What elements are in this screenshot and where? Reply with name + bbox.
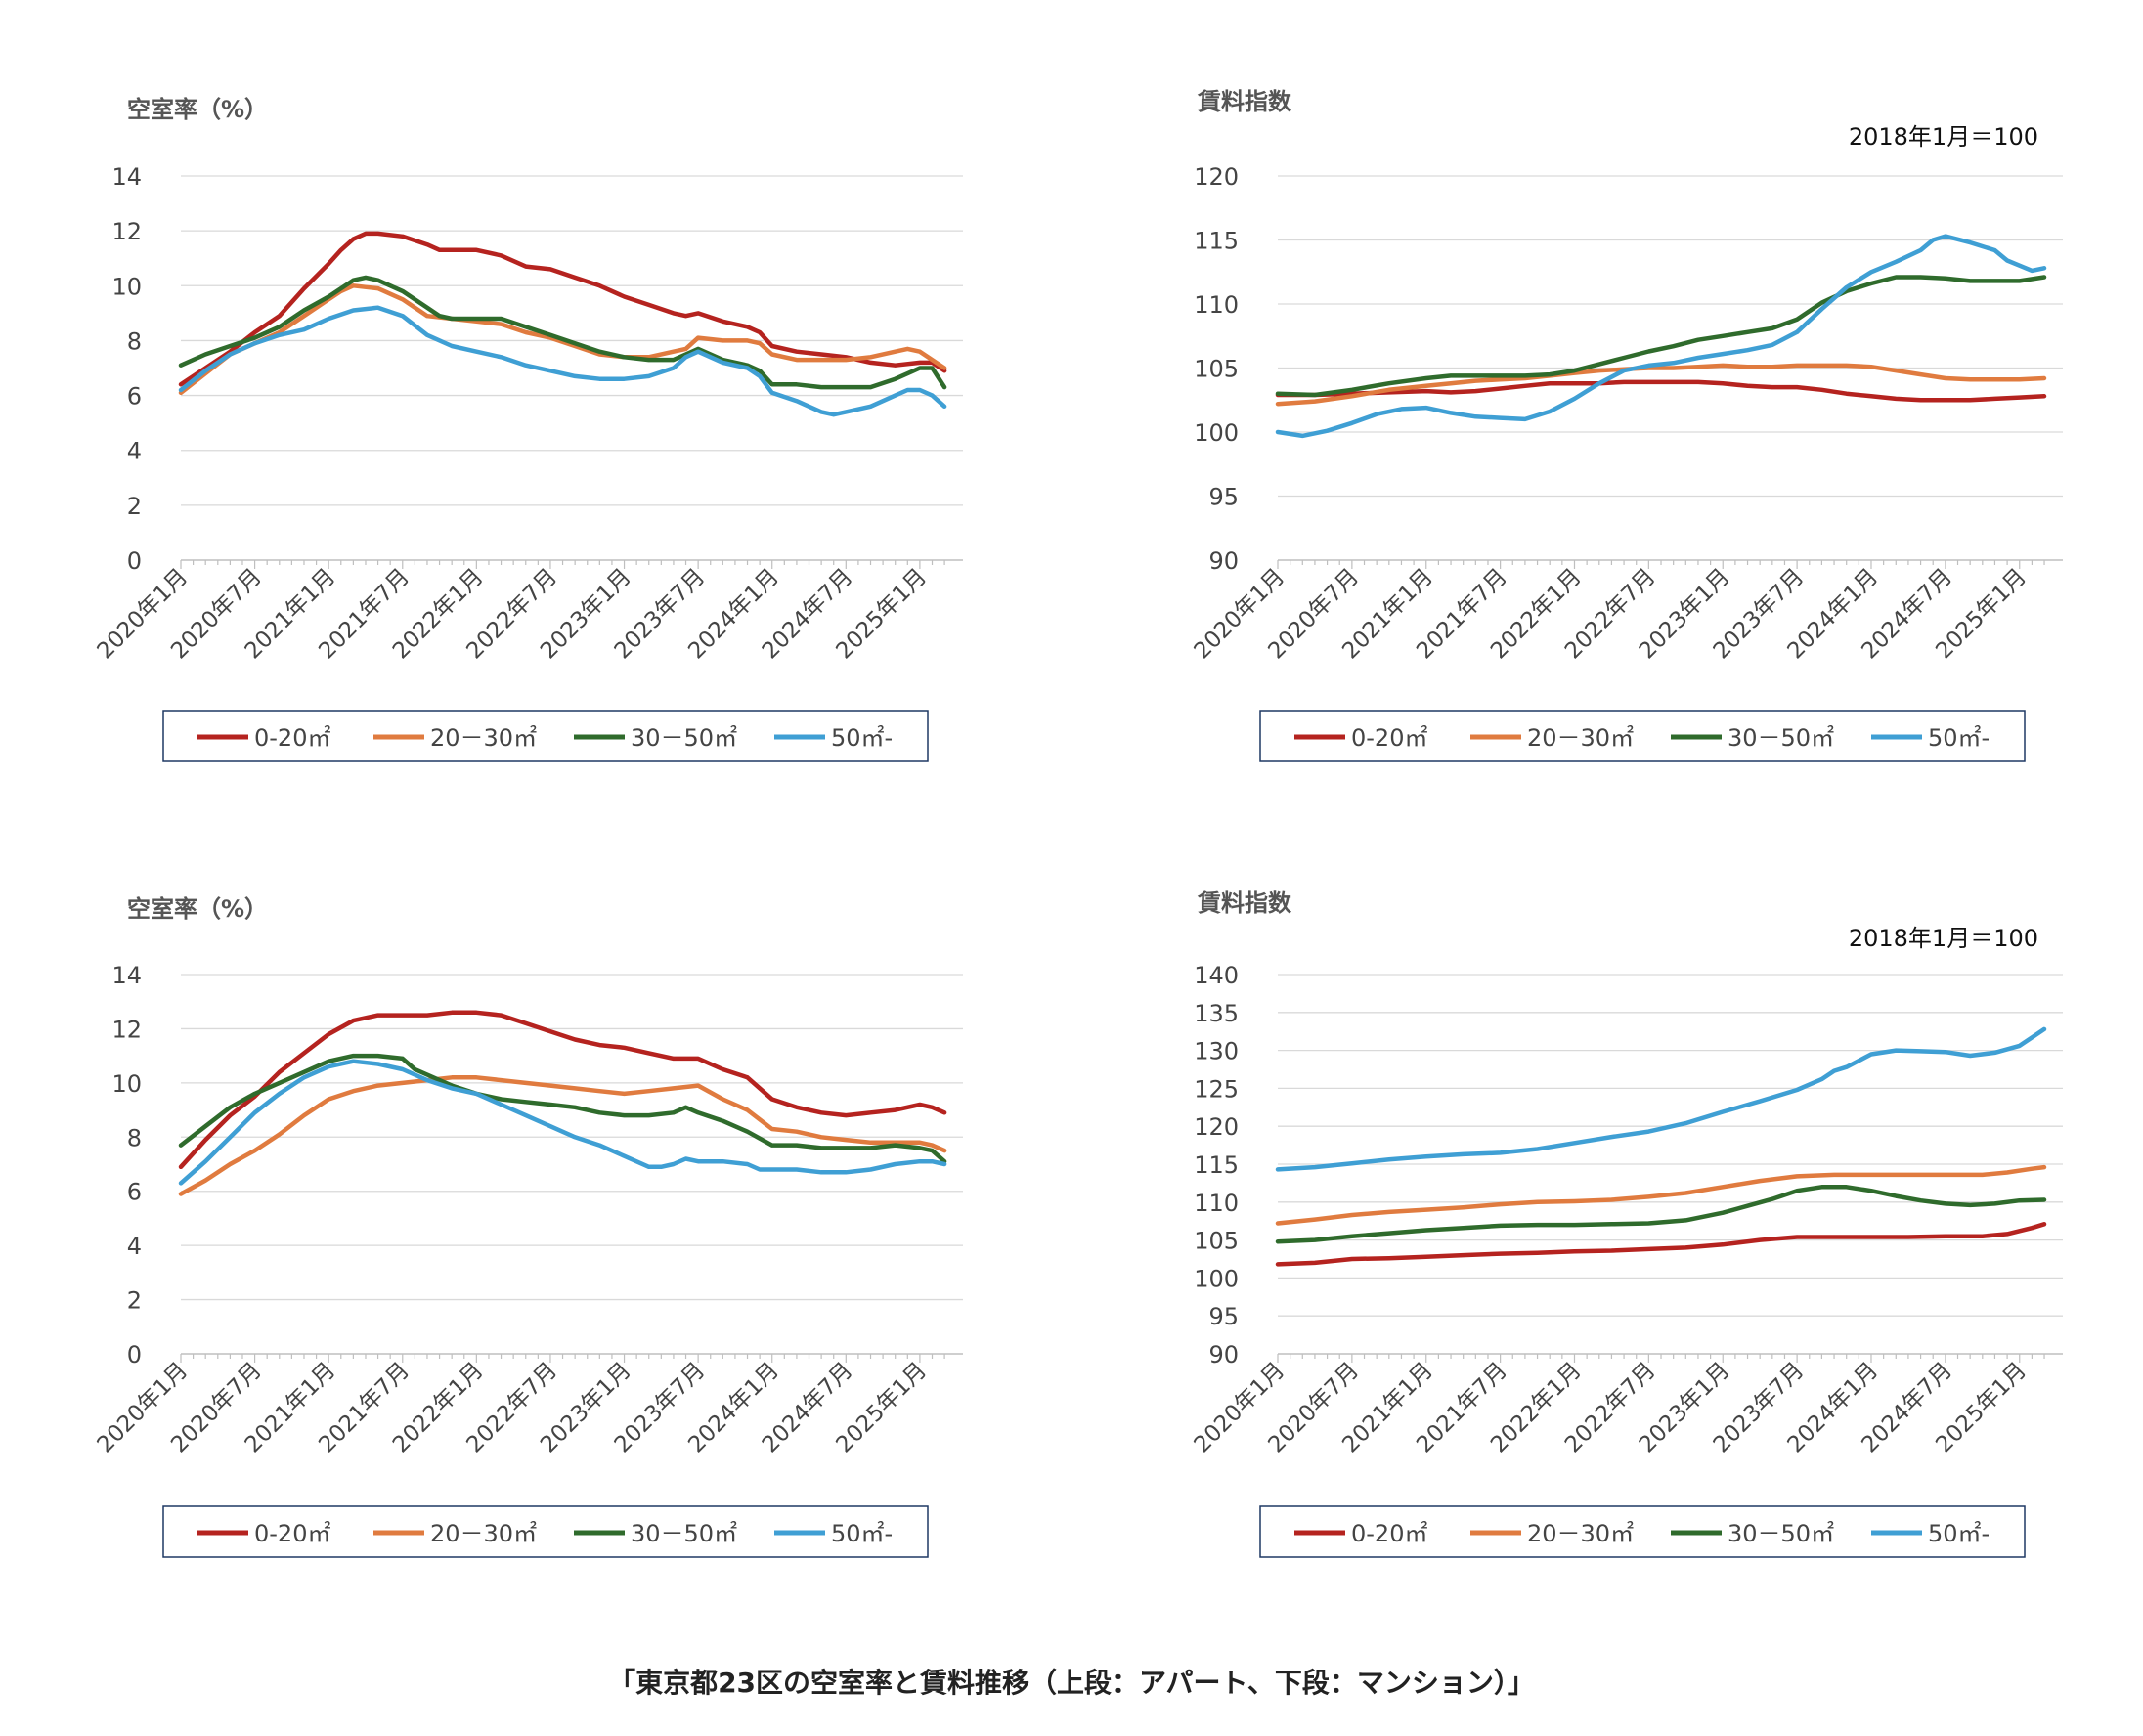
y-tick-label: 125 — [1194, 1075, 1239, 1103]
legend-label: 20－30㎡ — [1527, 724, 1634, 752]
legend: 0-20㎡ 20－30㎡ 30－50㎡ 50㎡- — [1259, 710, 2026, 762]
y-tick-label: 130 — [1194, 1038, 1239, 1065]
y-tick-label: 95 — [1208, 1303, 1239, 1330]
series-line-3 — [1275, 275, 2047, 398]
chart-mansion-vacancy: 空室率（%）024681012142020年1月2020年7月2021年1月20… — [93, 895, 963, 1558]
y-tick-label: 14 — [111, 163, 142, 191]
legend-label: 0-20㎡ — [1351, 724, 1427, 752]
y-tick-label: 115 — [1194, 228, 1239, 255]
legend-label: 30－50㎡ — [1728, 724, 1834, 752]
series-line-1 — [178, 231, 947, 387]
y-tick-label: 120 — [1194, 163, 1239, 191]
series-line-4 — [178, 305, 947, 417]
series-line-2 — [178, 283, 947, 396]
chart-title: 賃料指数 — [1197, 88, 1292, 115]
y-tick-label: 4 — [127, 438, 142, 465]
series-line-1 — [1275, 379, 2047, 403]
series-line-2 — [1275, 363, 2047, 407]
figure-caption: 「東京都23区の空室率と賃料推移（上段：アパート、下段：マンション）」 — [608, 1667, 1535, 1699]
y-tick-label: 110 — [1194, 1190, 1239, 1217]
series-line-2 — [1275, 1164, 2047, 1226]
chart-title: 賃料指数 — [1197, 890, 1292, 917]
series-line-3 — [178, 1053, 947, 1164]
chart-title: 空室率（%） — [127, 895, 268, 923]
legend-label: 0-20㎡ — [254, 1520, 330, 1547]
y-tick-label: 4 — [127, 1233, 142, 1260]
series-line-1 — [1275, 1222, 2047, 1267]
legend-label: 20－30㎡ — [430, 724, 537, 752]
series-line-1 — [178, 1010, 947, 1170]
legend: 0-20㎡ 20－30㎡ 30－50㎡ 50㎡- — [162, 1505, 929, 1558]
legend-label: 0-20㎡ — [1351, 1520, 1427, 1547]
y-tick-label: 12 — [111, 218, 142, 245]
series-line-3 — [1275, 1185, 2047, 1244]
y-tick-label: 90 — [1208, 1341, 1239, 1368]
series-line-4 — [1275, 234, 2047, 439]
series-line-4 — [1275, 1026, 2047, 1172]
y-tick-label: 14 — [111, 962, 142, 989]
y-tick-label: 8 — [127, 327, 142, 355]
y-tick-label: 10 — [111, 1070, 142, 1098]
y-tick-label: 135 — [1194, 1000, 1239, 1027]
legend-label: 20－30㎡ — [1527, 1520, 1634, 1547]
legend-label: 30－50㎡ — [631, 724, 737, 752]
series-line-2 — [178, 1075, 947, 1196]
y-tick-label: 105 — [1194, 356, 1239, 383]
y-tick-label: 90 — [1208, 547, 1239, 575]
legend-label: 50㎡- — [1928, 724, 1990, 752]
y-tick-label: 100 — [1194, 1265, 1239, 1292]
y-tick-label: 140 — [1194, 962, 1239, 989]
y-tick-label: 10 — [111, 273, 142, 300]
legend-label: 30－50㎡ — [631, 1520, 737, 1547]
legend-label: 50㎡- — [831, 1520, 893, 1547]
series-line-4 — [178, 1059, 947, 1186]
chart-note: 2018年1月＝100 — [1849, 123, 2038, 151]
y-tick-label: 2 — [127, 493, 142, 520]
y-tick-label: 0 — [127, 547, 142, 575]
legend-label: 50㎡- — [831, 724, 893, 752]
y-tick-label: 6 — [127, 383, 142, 411]
legend-label: 50㎡- — [1928, 1520, 1990, 1547]
y-tick-label: 95 — [1208, 484, 1239, 511]
y-tick-label: 6 — [127, 1179, 142, 1206]
y-tick-label: 8 — [127, 1124, 142, 1151]
chart-title: 空室率（%） — [127, 96, 268, 123]
chart-apt-vacancy: 空室率（%）024681012142020年1月2020年7月2021年1月20… — [93, 96, 963, 762]
legend-label: 20－30㎡ — [430, 1520, 537, 1547]
y-tick-label: 2 — [127, 1287, 142, 1315]
chart-apt-rent: 賃料指数2018年1月＝10090951001051101151202020年1… — [1190, 88, 2063, 762]
y-tick-label: 115 — [1194, 1151, 1239, 1179]
y-tick-label: 100 — [1194, 419, 1239, 447]
y-tick-label: 110 — [1194, 291, 1239, 319]
chart-mansion-rent: 賃料指数 2018年1月＝100 90 95 100 105 110 115 120 125 130… — [1190, 890, 2063, 1558]
legend-label: 30－50㎡ — [1728, 1520, 1834, 1547]
legend: 0-20㎡ 20－30㎡ 30－50㎡ 50㎡- — [1259, 1505, 2026, 1558]
y-tick-label: 120 — [1194, 1113, 1239, 1141]
legend-label: 0-20㎡ — [254, 724, 330, 752]
y-tick-label: 105 — [1194, 1228, 1239, 1255]
y-tick-label: 12 — [111, 1016, 142, 1043]
chart-note: 2018年1月＝100 — [1849, 925, 2038, 952]
series-line-3 — [178, 275, 947, 390]
y-tick-label: 0 — [127, 1341, 142, 1368]
legend: 0-20㎡ 20－30㎡ 30－50㎡ 50㎡- — [162, 710, 929, 762]
